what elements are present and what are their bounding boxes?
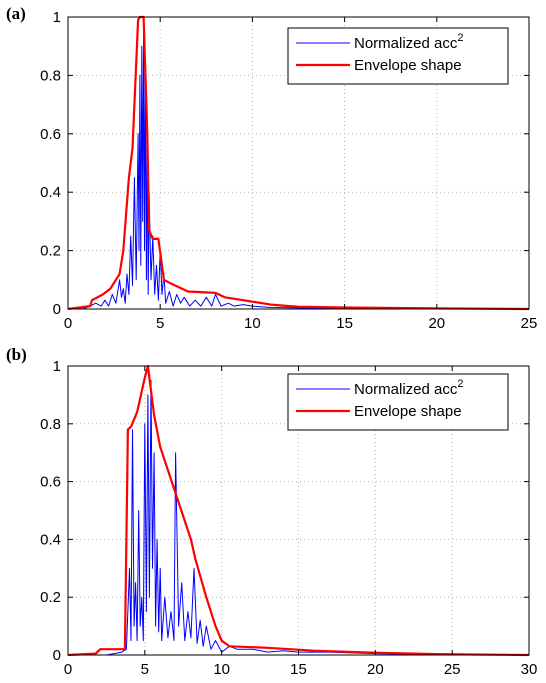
axes-box	[67, 16, 530, 310]
legend: Normalized acc2 Envelope shape	[287, 373, 509, 431]
y-tick-label: 0	[53, 647, 61, 664]
series-line-normalized-acc	[68, 379, 530, 656]
legend-box	[287, 373, 509, 431]
y-tick-label: 0.8	[40, 67, 61, 84]
x-tick-label: 25	[444, 661, 461, 678]
legend-label: Envelope shape	[354, 57, 462, 74]
x-tick-label: 30	[521, 661, 538, 678]
series-line-envelope-shape	[67, 364, 530, 657]
panel-a: (a) 0 5 10 15 20 25 0 0.2 0.4 0.6 0.8 1 Normalized a…	[0, 0, 546, 338]
panel-b-tag: (b)	[6, 345, 27, 364]
x-tick-label: 20	[428, 315, 445, 332]
legend-superscript: 2	[457, 32, 463, 44]
y-tick-label: 0	[53, 301, 61, 318]
y-tick-label: 0.6	[40, 126, 61, 143]
y-tick-label: 1	[53, 9, 61, 26]
y-tick-label: 0.2	[40, 589, 61, 606]
y-tick-label: 0.4	[40, 531, 61, 548]
x-tick-label: 10	[244, 315, 261, 332]
chart-b: 0 5 10 15 20 25 30 0 0.2 0.4 0.6 0.8 1 Normalized acc…	[40, 358, 538, 678]
x-tick-label: 15	[336, 315, 353, 332]
y-tick-label: 0.8	[40, 416, 61, 433]
x-tick-label: 15	[290, 661, 307, 678]
x-tick-label: 25	[521, 315, 538, 332]
legend-label: Envelope shape	[354, 403, 462, 420]
panel-a-tag: (a)	[6, 4, 26, 23]
legend-label: Normalized acc2	[354, 32, 464, 52]
chart-a: 0 5 10 15 20 25 0 0.2 0.4 0.6 0.8 1 Normalized acc2 E…	[40, 9, 538, 332]
legend: Normalized acc2 Envelope shape	[287, 27, 509, 85]
x-tick-label: 0	[64, 315, 72, 332]
x-tick-label: 10	[213, 661, 230, 678]
series-line-envelope-shape	[67, 15, 530, 311]
y-tick-label: 0.2	[40, 243, 61, 260]
panel-b: (b) 0 5 10 15 20 25 30 0 0.2 0.4 0.6 0.8 1 Normalized…	[0, 341, 546, 683]
legend-label: Normalized acc2	[354, 378, 464, 398]
x-tick-label: 0	[64, 661, 72, 678]
y-tick-label: 0.4	[40, 184, 61, 201]
x-tick-label: 20	[367, 661, 384, 678]
legend-superscript: 2	[457, 378, 463, 390]
x-tick-label: 5	[141, 661, 149, 678]
x-tick-label: 5	[156, 315, 164, 332]
y-tick-label: 1	[53, 358, 61, 375]
y-tick-label: 0.6	[40, 474, 61, 491]
legend-box	[287, 27, 509, 85]
